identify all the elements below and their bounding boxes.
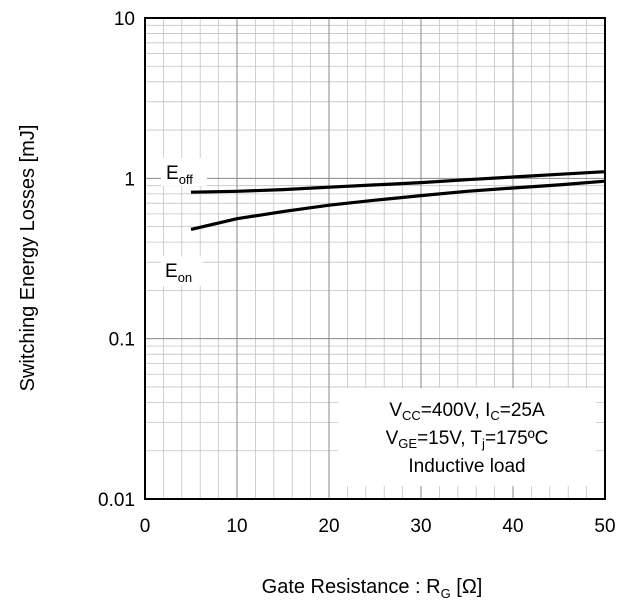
y-tick-label: 1 bbox=[124, 169, 135, 190]
annotation-subscript: C bbox=[490, 408, 499, 423]
annotation-subscript: j bbox=[481, 436, 485, 451]
annotation-subscript: GE bbox=[398, 436, 417, 451]
annotation-line-2: VGE=15V, Tj=175ºC bbox=[386, 428, 549, 451]
annotation-box: VCC=400V, IC=25A VGE=15V, Tj=175ºC Induc… bbox=[338, 388, 596, 486]
series-label-eon-text: Eon bbox=[165, 261, 192, 285]
annotation-subscript: CC bbox=[402, 408, 421, 423]
series-layer bbox=[190, 170, 606, 231]
annotation-line-1: VCC=400V, IC=25A bbox=[389, 400, 545, 423]
x-tick-label: 30 bbox=[410, 516, 431, 537]
y-axis-title: Switching Energy Losses [mJ] bbox=[17, 125, 39, 392]
annotation-text: =400V, I bbox=[421, 400, 491, 421]
y-tick-label: 10 bbox=[114, 9, 135, 30]
x-axis-title-unit: [Ω] bbox=[451, 576, 483, 598]
annotation-text: Inductive load bbox=[408, 456, 525, 477]
annotation-text: =25A bbox=[500, 400, 545, 421]
series-label-eoff-background bbox=[161, 158, 207, 186]
plot-frame bbox=[144, 17, 606, 500]
y-tick-label: 0.1 bbox=[109, 330, 135, 351]
x-axis-title: Gate Resistance : RG [Ω] bbox=[262, 576, 483, 601]
series-label-eon-background bbox=[161, 256, 203, 286]
y-tick-label: 0.01 bbox=[98, 490, 135, 511]
annotation-text: V bbox=[389, 400, 402, 421]
series-line-eon bbox=[190, 179, 606, 231]
annotation-background bbox=[338, 388, 596, 486]
x-axis-title-sub: G bbox=[441, 586, 451, 601]
annotation-text: =15V, T bbox=[417, 428, 482, 449]
x-tick-labels: 0 10 20 30 40 50 bbox=[140, 516, 616, 537]
x-tick-label: 50 bbox=[594, 516, 615, 537]
series-label-eoff-text: Eoff bbox=[166, 163, 193, 187]
series-name-main: E bbox=[166, 163, 179, 184]
series-name-sub: on bbox=[178, 270, 192, 285]
series-label-eoff: Eoff bbox=[161, 158, 207, 187]
x-tick-label: 20 bbox=[318, 516, 339, 537]
series-name-main: E bbox=[165, 261, 178, 282]
series-line-eoff bbox=[190, 170, 606, 194]
series-name-sub: off bbox=[179, 172, 194, 187]
x-axis-title-main: Gate Resistance : R bbox=[262, 576, 441, 598]
series-label-eon: Eon bbox=[161, 256, 203, 286]
x-tick-label: 10 bbox=[226, 516, 247, 537]
x-tick-label: 0 bbox=[140, 516, 151, 537]
annotation-text: V bbox=[386, 428, 399, 449]
annotation-line-3: Inductive load bbox=[408, 456, 525, 477]
x-tick-label: 40 bbox=[502, 516, 523, 537]
annotation-text: =175ºC bbox=[485, 428, 548, 449]
y-tick-labels: 0.01 0.1 1 10 bbox=[98, 9, 135, 511]
